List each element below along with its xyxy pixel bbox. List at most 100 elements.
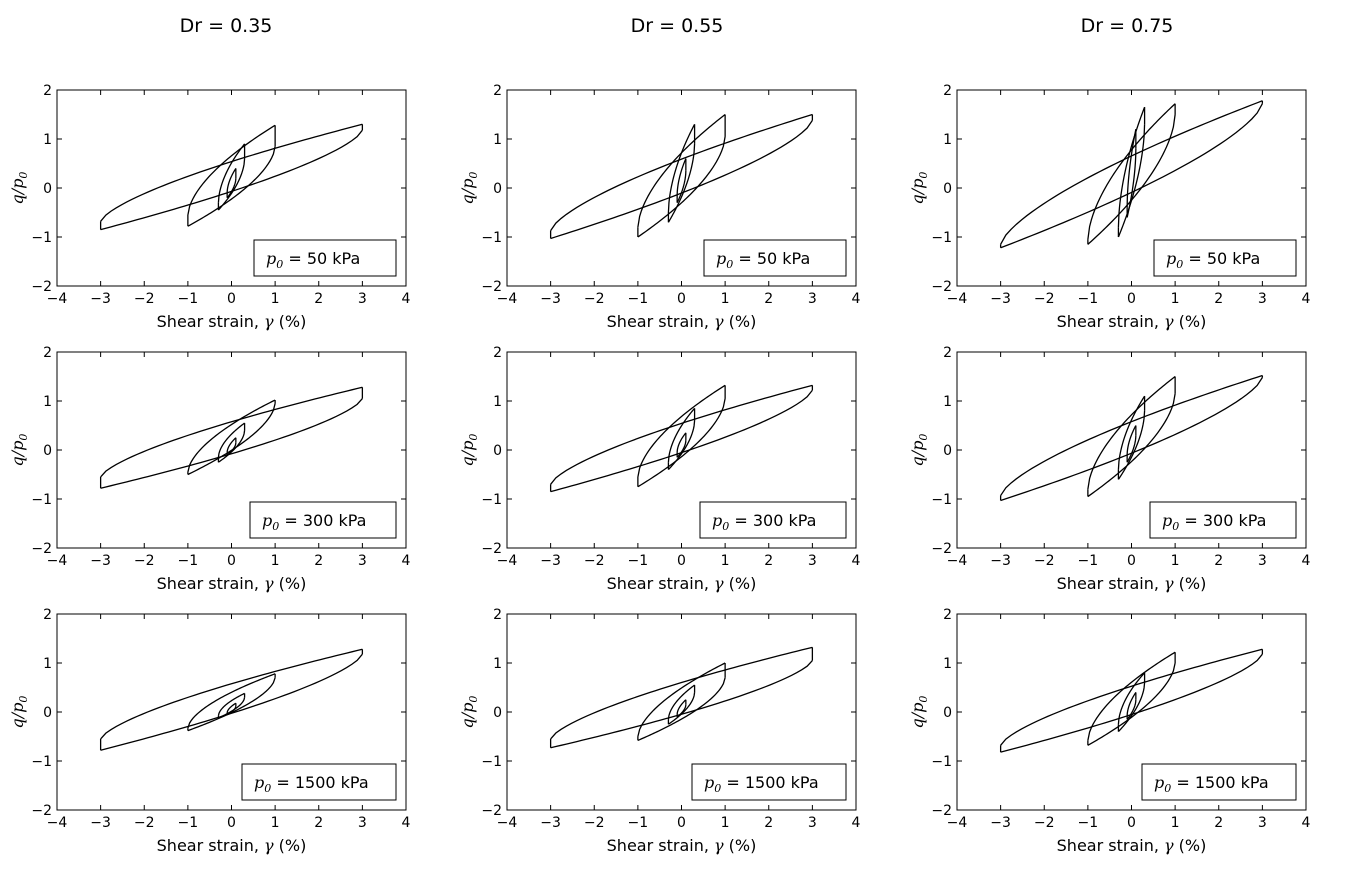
y-tick-label: 0: [43, 705, 52, 721]
y-tick-label: 0: [493, 443, 502, 459]
x-tick-label: −1: [1078, 553, 1099, 569]
x-axis-label: Shear strain, γ (%): [1057, 574, 1207, 593]
y-tick-label: 2: [493, 83, 502, 99]
x-tick-label: −2: [1034, 291, 1055, 307]
legend-box: [249, 501, 397, 539]
x-tick-label: −4: [497, 815, 518, 831]
x-tick-label: −1: [628, 553, 649, 569]
unloading-curve: [226, 442, 237, 456]
legend-box: [691, 763, 847, 801]
x-tick-label: 3: [1258, 291, 1267, 307]
legend-box: [1149, 501, 1297, 539]
y-axis-label: q/p0: [458, 434, 480, 467]
legend-label: p0 = 300 kPa: [712, 511, 816, 533]
legend-label: p0 = 1500 kPa: [254, 773, 369, 795]
y-tick-label: 0: [493, 181, 502, 197]
x-tick-label: 4: [1302, 291, 1311, 307]
y-tick-label: 1: [493, 656, 502, 672]
legend-box: [1141, 763, 1297, 801]
x-tick-label: −1: [178, 553, 199, 569]
y-tick-label: 0: [43, 181, 52, 197]
y-tick-label: −2: [931, 541, 952, 557]
subplot: −4 −3 −2 −1 0 1 2 3 4 −2 −1 0 1 2 Shear strain, γ (%) q…: [458, 345, 861, 593]
unloading-curve: [226, 178, 237, 199]
x-tick-label: 0: [677, 553, 686, 569]
y-tick-label: 1: [943, 394, 952, 410]
x-tick-label: −1: [628, 291, 649, 307]
column-titles: Dr = 0.35 Dr = 0.55 Dr = 0.75: [180, 15, 1174, 37]
x-tick-label: 4: [402, 553, 411, 569]
x-tick-label: 1: [721, 815, 730, 831]
y-tick-label: 1: [493, 394, 502, 410]
x-tick-label: 1: [721, 553, 730, 569]
x-tick-label: 0: [227, 291, 236, 307]
legend-label: p0 = 300 kPa: [262, 511, 366, 533]
x-tick-label: −4: [947, 291, 968, 307]
x-tick-label: 4: [1302, 815, 1311, 831]
legend-label: p0 = 1500 kPa: [1154, 773, 1269, 795]
loading-curve: [1126, 692, 1137, 716]
subplot: −4 −3 −2 −1 0 1 2 3 4 −2 −1 0 1 2 Shear strain, γ (%) q…: [908, 345, 1311, 593]
x-tick-label: 2: [764, 553, 773, 569]
subplot: −4 −3 −2 −1 0 1 2 3 4 −2 −1 0 1 2 Shear strain, γ (%) q…: [908, 83, 1311, 331]
legend-label: p0 = 50 kPa: [716, 249, 810, 271]
y-tick-label: −2: [481, 803, 502, 819]
legend-box: [253, 239, 397, 277]
x-tick-label: 2: [314, 815, 323, 831]
unloading-curve: [1087, 662, 1176, 746]
x-tick-label: 2: [1214, 291, 1223, 307]
loading-curve: [1000, 374, 1263, 496]
legend-box: [241, 763, 397, 801]
y-tick-label: −1: [931, 230, 952, 246]
x-tick-label: −2: [584, 815, 605, 831]
loading-curve: [100, 648, 363, 740]
x-tick-label: −2: [1034, 553, 1055, 569]
loading-curve: [1087, 103, 1176, 240]
x-axis-label: Shear strain, γ (%): [1057, 836, 1207, 855]
y-tick-label: −1: [31, 492, 52, 508]
y-tick-label: −1: [31, 754, 52, 770]
x-axis-label: Shear strain, γ (%): [157, 312, 307, 331]
x-tick-label: 3: [358, 291, 367, 307]
legend-box: [703, 239, 847, 277]
y-tick-label: −1: [931, 492, 952, 508]
y-tick-label: 0: [943, 181, 952, 197]
x-tick-label: 2: [764, 815, 773, 831]
y-tick-label: 2: [943, 607, 952, 623]
x-tick-label: −3: [540, 815, 561, 831]
y-tick-label: 0: [943, 443, 952, 459]
x-tick-label: −1: [628, 815, 649, 831]
y-tick-label: 1: [943, 132, 952, 148]
x-tick-label: 0: [1127, 553, 1136, 569]
curve-group: [999, 374, 1264, 502]
y-axis-label: q/p0: [908, 696, 930, 729]
subplot-grid: −4 −3 −2 −1 0 1 2 3 4 −2 −1 0 1 2 Shear strain, γ (%) q…: [8, 83, 1311, 855]
x-tick-label: −3: [90, 815, 111, 831]
unloading-curve: [637, 677, 726, 742]
unloading-curve: [676, 704, 687, 718]
x-tick-label: 3: [808, 815, 817, 831]
y-axis-label: q/p0: [908, 172, 930, 205]
unloading-curve: [1117, 410, 1146, 480]
x-tick-label: −4: [947, 553, 968, 569]
curve-group: [99, 386, 364, 489]
x-tick-label: 2: [314, 291, 323, 307]
y-tick-label: −2: [931, 279, 952, 295]
loading-curve: [637, 662, 726, 737]
loading-curve: [187, 124, 276, 216]
x-axis-label: Shear strain, γ (%): [1057, 312, 1207, 331]
x-tick-label: −2: [134, 553, 155, 569]
y-axis-label: q/p0: [8, 696, 30, 729]
x-tick-label: 1: [1171, 815, 1180, 831]
x-axis-label: Shear strain, γ (%): [157, 574, 307, 593]
y-tick-label: −2: [931, 803, 952, 819]
y-tick-label: −2: [31, 541, 52, 557]
unloading-curve: [1117, 682, 1146, 733]
x-tick-label: −4: [47, 815, 68, 831]
loading-curve: [217, 692, 245, 717]
curve-group: [549, 646, 814, 749]
x-tick-label: 2: [1214, 815, 1223, 831]
curve-group: [99, 648, 364, 751]
loading-curve: [187, 673, 276, 729]
y-tick-label: 0: [43, 443, 52, 459]
